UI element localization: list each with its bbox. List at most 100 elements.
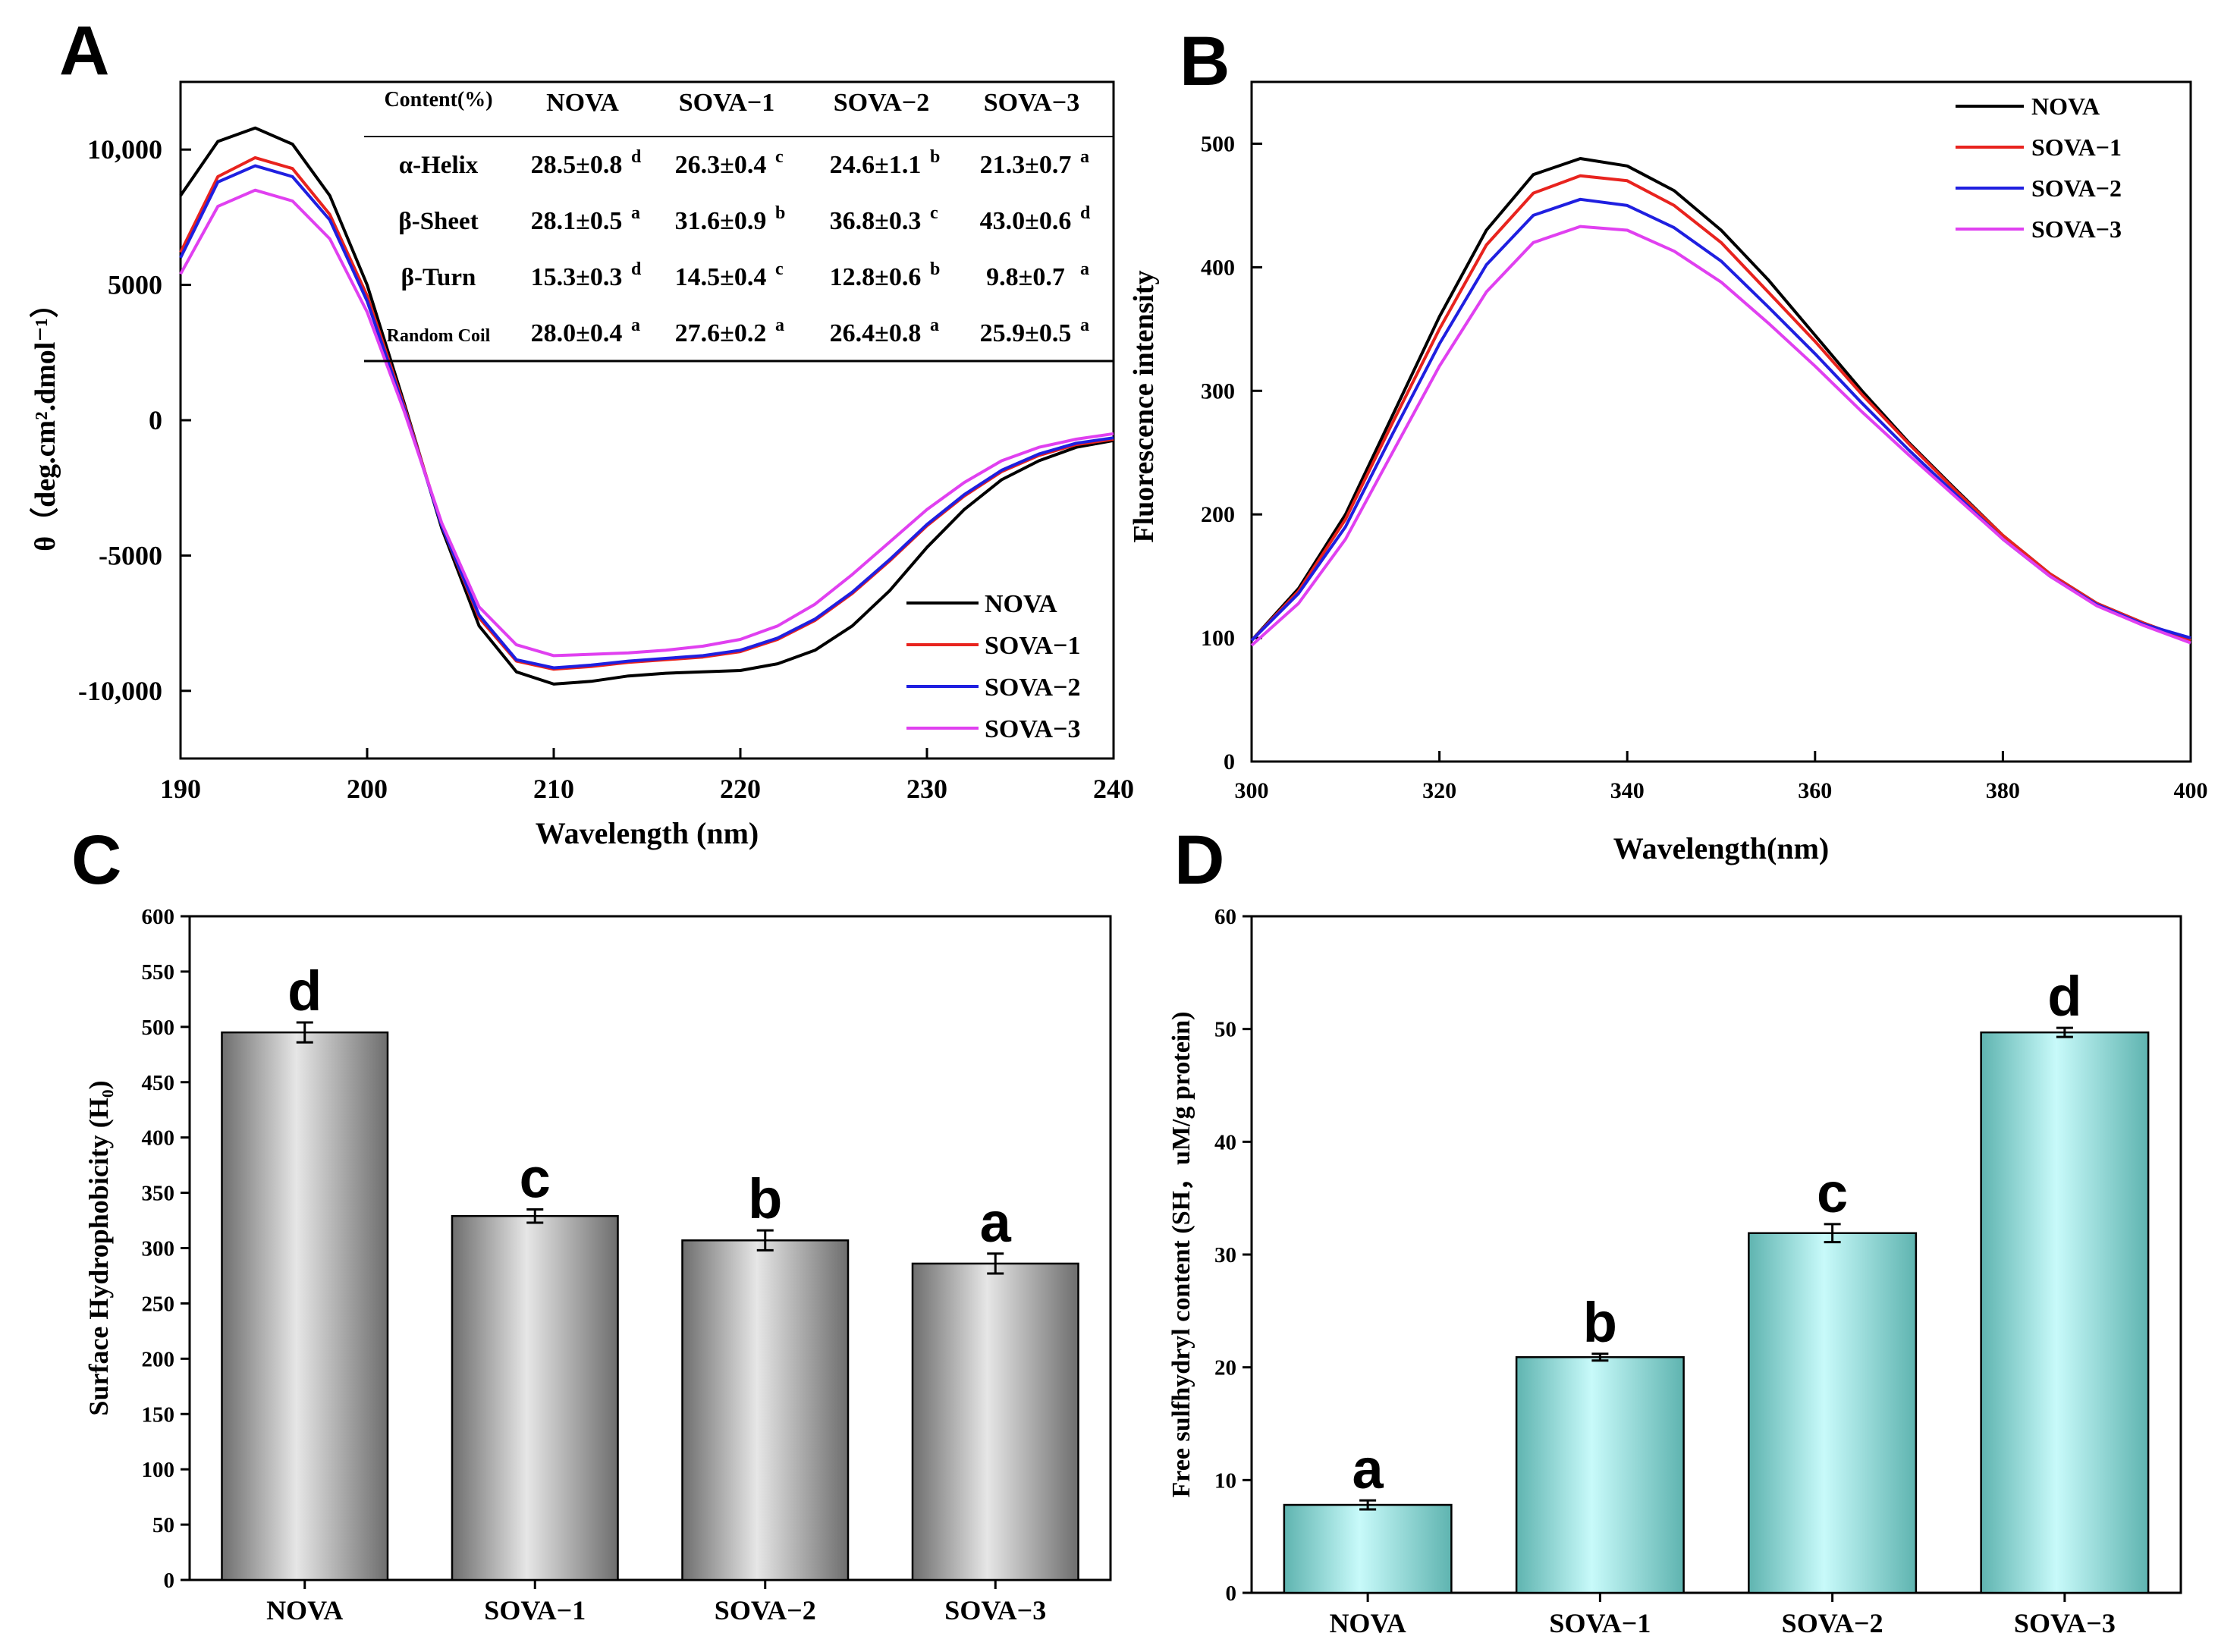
panel-d-y-tick-label: 40 xyxy=(1214,1130,1236,1154)
panel-b-y-tick-label: 100 xyxy=(1201,626,1235,651)
panel-a-legend-label: SOVA−2 xyxy=(985,674,1080,702)
table-row-label: β-Sheet xyxy=(398,208,478,235)
panel-b-x-tick-label: 360 xyxy=(1798,778,1832,803)
table-row-label: α-Helix xyxy=(399,152,479,179)
table-row-label: β-Turn xyxy=(401,264,476,291)
panel-a-x-tick-label: 240 xyxy=(1093,774,1134,804)
panel-a-x-tick-label: 230 xyxy=(906,774,947,804)
panel-d-significance-letter: d xyxy=(2047,965,2081,1028)
panel-d-significance-letter: b xyxy=(1583,1291,1617,1354)
table-cell-superscript: b xyxy=(930,259,940,279)
table-cell: 14.5±0.4 xyxy=(675,263,767,291)
table-cell-superscript: a xyxy=(1080,259,1089,279)
panel-d-y-tick-label: 30 xyxy=(1214,1243,1236,1267)
panel-c-y-tick-label: 400 xyxy=(142,1126,175,1151)
table-cell: 26.4±0.8 xyxy=(830,319,922,347)
panel-d-bar xyxy=(1515,1356,1685,1594)
table-cell: 27.6±0.2 xyxy=(675,319,767,347)
panel-c-significance-letter: c xyxy=(520,1146,551,1209)
panel-d-category-label: SOVA−3 xyxy=(2014,1608,2116,1638)
panel-d-significance-letter: c xyxy=(1817,1161,1848,1224)
table-cell-superscript: d xyxy=(631,147,642,167)
panel-c-category-label: SOVA−3 xyxy=(944,1595,1046,1625)
panel-c-category-label: SOVA−1 xyxy=(484,1595,586,1625)
panel-b-x-tick-label: 340 xyxy=(1610,778,1645,803)
panel-b-y-tick-label: 500 xyxy=(1201,131,1235,156)
panel-c-y-tick-label: 100 xyxy=(142,1458,175,1482)
table-cell-superscript: a xyxy=(930,316,939,335)
panel-d-label: D xyxy=(1174,821,1224,899)
table-cell: 12.8±0.6 xyxy=(830,263,922,291)
panel-c-label: C xyxy=(71,821,121,899)
table-cell-superscript: c xyxy=(775,259,784,279)
panel-a-x-axis-label: Wavelength (nm) xyxy=(536,816,759,850)
table-header-cell: NOVA xyxy=(546,89,619,117)
panel-b-line-sova-1 xyxy=(1250,174,2191,642)
panel-a-x-tick-label: 190 xyxy=(160,774,201,804)
panel-c-category-label: SOVA−2 xyxy=(715,1595,816,1625)
panel-c-y-tick-label: 600 xyxy=(142,905,175,929)
panel-c-bar xyxy=(451,1214,619,1581)
panel-a-legend-label: SOVA−1 xyxy=(985,632,1080,660)
panel-b-x-tick-label: 300 xyxy=(1235,778,1269,803)
table-cell: 28.1±0.5 xyxy=(531,207,623,235)
panel-d-y-tick-label: 20 xyxy=(1214,1356,1236,1380)
panel-c-significance-letter: d xyxy=(287,959,322,1022)
panel-c-y-tick-label: 300 xyxy=(142,1237,175,1261)
panel-b-line-sova-3 xyxy=(1250,225,2191,647)
panel-a-y-tick-label: -5000 xyxy=(99,540,162,570)
panel-d-bar xyxy=(1980,1031,2150,1594)
panel-c-category-label: NOVA xyxy=(266,1595,343,1625)
panel-d-y-tick-label: 50 xyxy=(1214,1018,1236,1042)
panel-b-x-tick-label: 400 xyxy=(2174,778,2208,803)
table-cell: 25.9±0.5 xyxy=(980,319,1072,347)
panel-c-y-tick-label: 450 xyxy=(142,1071,175,1095)
panel-b-legend-label: SOVA−1 xyxy=(2031,133,2122,161)
panel-b-y-tick-label: 400 xyxy=(1201,255,1235,280)
table-cell-superscript: a xyxy=(1080,316,1089,335)
table-cell: 24.6±1.1 xyxy=(830,151,922,179)
panel-a-line-nova xyxy=(179,126,1114,686)
table-header-cell: Content(%) xyxy=(384,88,492,111)
panel-a-y-tick-label: 5000 xyxy=(108,270,162,300)
panel-c-y-tick-label: 50 xyxy=(152,1513,174,1537)
table-cell-superscript: a xyxy=(775,316,784,335)
panel-b-y-axis-label: Fluorescence intensity xyxy=(1128,270,1160,542)
table-cell: 28.5±0.8 xyxy=(531,151,623,179)
panel-b-x-tick-label: 380 xyxy=(1986,778,2020,803)
panel-c-y-tick-label: 200 xyxy=(142,1347,175,1371)
panel-a-line-sova-2 xyxy=(179,164,1114,670)
panel-b-label: B xyxy=(1180,23,1230,100)
panel-a-line-sova-3 xyxy=(179,188,1114,658)
table-cell-superscript: c xyxy=(775,147,784,167)
panel-b-legend-label: SOVA−2 xyxy=(2031,174,2122,202)
panel-c-y-tick-label: 0 xyxy=(164,1569,175,1593)
panel-a-line-sova-1 xyxy=(179,155,1114,671)
table-header-cell: SOVA−2 xyxy=(834,89,929,117)
table-cell: 36.8±0.3 xyxy=(830,207,922,235)
table-header-cell: SOVA−3 xyxy=(984,89,1079,117)
table-header-cell: SOVA−1 xyxy=(679,89,774,117)
panel-a-y-axis-label: θ（deg.cm².dmol⁻¹） xyxy=(30,289,61,551)
panel-a-y-tick-label: 0 xyxy=(149,405,162,435)
table-cell-superscript: a xyxy=(631,203,640,223)
panel-d-bar xyxy=(1283,1503,1453,1594)
table-cell-superscript: a xyxy=(631,316,640,335)
panel-c-significance-letter: a xyxy=(980,1191,1012,1254)
table-row-label: Random Coil xyxy=(387,326,491,346)
panel-b-x-tick-label: 320 xyxy=(1422,778,1456,803)
panel-c-y-axis-label: Surface Hydrophobicity (H₀) xyxy=(83,1080,114,1415)
panel-c-y-tick-label: 250 xyxy=(142,1292,175,1316)
panel-a-legend-label: NOVA xyxy=(985,590,1057,618)
panel-d-category-label: SOVA−1 xyxy=(1549,1608,1651,1638)
panel-d-y-tick-label: 10 xyxy=(1214,1468,1236,1493)
panel-b-y-tick-label: 300 xyxy=(1201,378,1235,404)
table-cell: 26.3±0.4 xyxy=(675,151,767,179)
panel-a-label: A xyxy=(59,12,109,90)
table-cell-superscript: d xyxy=(1080,203,1091,223)
panel-b-frame xyxy=(1250,80,2192,763)
table-cell: 28.0±0.4 xyxy=(531,319,623,347)
panel-c-y-tick-label: 350 xyxy=(142,1182,175,1206)
panel-d-bar xyxy=(1748,1232,1918,1594)
panel-c-y-tick-label: 150 xyxy=(142,1402,175,1427)
